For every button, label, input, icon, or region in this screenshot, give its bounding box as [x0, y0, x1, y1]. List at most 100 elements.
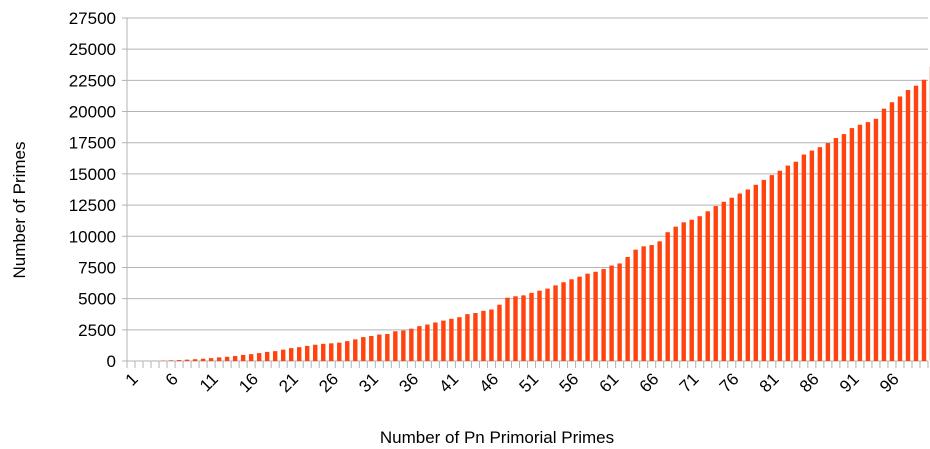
bar	[393, 331, 398, 361]
y-tick-labels: 0 2500 5000 7500 10000 12500 15000 17500 20000 22…	[69, 9, 116, 371]
bar	[457, 317, 462, 361]
x-tick-label: 76	[716, 369, 743, 396]
bar	[329, 343, 334, 361]
bar	[865, 122, 871, 361]
bar	[345, 341, 350, 361]
bar	[489, 309, 494, 361]
bar	[809, 150, 815, 361]
x-tick-label: 81	[756, 369, 783, 396]
bar	[200, 358, 206, 361]
x-tick-label: 51	[516, 369, 543, 396]
bar	[617, 263, 622, 361]
bar	[216, 357, 222, 361]
x-tick-label: 21	[275, 369, 302, 396]
bar	[665, 232, 670, 361]
bar	[481, 310, 486, 361]
y-tick-label: 0	[107, 352, 116, 371]
bar	[577, 276, 582, 361]
x-tick-label: 41	[435, 369, 462, 396]
bar	[697, 216, 702, 361]
bar	[521, 295, 526, 361]
x-tick-label: 46	[476, 369, 503, 396]
x-tick-labels: 1 6 11 16 21 26 31 36 41 46 51 56 61 66 71 76 81 86 91 96	[122, 369, 903, 396]
bar	[905, 90, 911, 361]
bar	[841, 134, 847, 361]
y-tick-label: 2500	[78, 321, 116, 340]
bar	[184, 359, 190, 361]
y-tick-label: 10000	[69, 227, 116, 246]
x-tick-label: 6	[162, 369, 182, 389]
bar	[889, 102, 895, 361]
x-tick-label: 91	[836, 369, 863, 396]
y-tick-label: 15000	[69, 165, 116, 184]
bar	[649, 245, 654, 361]
bar	[609, 265, 614, 361]
bar	[705, 211, 710, 361]
bar	[208, 358, 214, 361]
bar	[857, 124, 863, 362]
bar	[561, 282, 566, 361]
bar	[224, 356, 230, 361]
bar	[913, 85, 919, 361]
bar	[569, 279, 574, 361]
x-tick-label: 26	[315, 369, 342, 396]
bar	[361, 337, 366, 361]
y-tick-label: 20000	[69, 103, 116, 122]
bar	[337, 342, 342, 361]
bar	[280, 349, 286, 361]
x-tick-label: 11	[196, 369, 222, 395]
bar	[713, 206, 718, 361]
bar	[585, 273, 590, 361]
bar	[433, 322, 438, 361]
x-axis-title: Number of Pn Primorial Primes	[380, 428, 614, 447]
bar	[641, 246, 646, 361]
bar	[192, 359, 198, 361]
bar	[313, 344, 318, 361]
y-tick-label: 17500	[69, 134, 116, 153]
bar	[689, 219, 694, 361]
bar	[377, 334, 382, 361]
bar	[297, 347, 302, 361]
bar	[513, 296, 518, 361]
bar	[729, 197, 734, 361]
bar	[657, 241, 662, 361]
bar	[168, 360, 174, 361]
bar	[873, 118, 879, 361]
bar	[921, 79, 927, 362]
x-tick-label: 31	[355, 369, 382, 396]
y-tick-label: 22500	[69, 71, 116, 90]
bar	[537, 290, 542, 361]
bar	[473, 313, 478, 361]
y-tick-label: 7500	[78, 258, 116, 277]
bar	[737, 193, 742, 361]
y-tick-label: 12500	[69, 196, 116, 215]
bar	[753, 184, 758, 361]
bar	[505, 297, 510, 361]
x-tick-label: 61	[596, 369, 623, 396]
bar	[369, 335, 374, 361]
bar	[232, 355, 238, 361]
bar	[761, 179, 766, 361]
bar	[497, 304, 502, 361]
bar	[897, 96, 903, 361]
bar	[785, 165, 791, 361]
bar	[240, 354, 246, 361]
axes	[126, 18, 929, 368]
x-tick-label: 86	[796, 369, 823, 396]
x-tick-label: 66	[636, 369, 663, 396]
bar	[553, 285, 558, 361]
bar	[289, 348, 294, 361]
bar	[817, 147, 823, 361]
bar	[248, 354, 254, 361]
bar	[793, 161, 799, 361]
x-tick-label: 56	[556, 369, 583, 396]
bar	[401, 330, 406, 361]
grid-lines	[122, 17, 928, 362]
bar	[264, 351, 270, 361]
y-tick-label: 27500	[69, 9, 116, 28]
y-tick-label: 25000	[69, 40, 116, 59]
y-tick-label: 5000	[78, 290, 116, 309]
bar	[801, 154, 807, 361]
bar	[593, 271, 598, 361]
